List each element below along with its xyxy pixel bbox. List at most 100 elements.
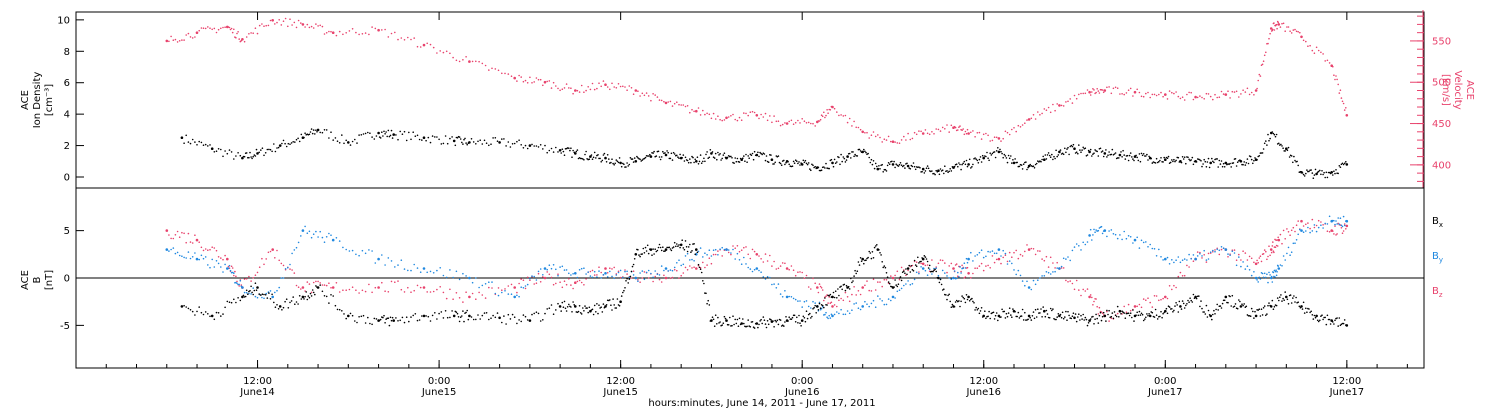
density-point: [870, 158, 873, 161]
bx-point: [558, 305, 562, 308]
bx-point: [472, 318, 475, 321]
density-point: [610, 161, 612, 164]
bx-point: [604, 305, 607, 308]
bx-point: [465, 311, 467, 314]
density-point: [721, 157, 723, 160]
density-point: [687, 161, 690, 164]
density-point: [463, 138, 465, 141]
bz-point: [693, 266, 695, 269]
bz-point: [1300, 219, 1303, 223]
density-point: [264, 152, 267, 154]
velocity-point: [1132, 95, 1134, 97]
velocity-point: [879, 136, 881, 139]
bx-point: [941, 289, 944, 291]
velocity-point: [338, 30, 341, 33]
density-y-label-line: ACE: [20, 90, 31, 110]
bx-point: [1329, 323, 1332, 325]
bz-point: [784, 262, 786, 265]
by-point: [874, 306, 877, 309]
density-point: [233, 158, 235, 160]
density-point: [909, 168, 912, 170]
bx-point: [1004, 317, 1007, 319]
bx-point: [535, 311, 538, 314]
bz-point: [1097, 313, 1100, 315]
velocity-point: [1279, 26, 1282, 28]
bz-point: [1274, 246, 1277, 248]
by-point: [377, 257, 380, 261]
bz-point: [278, 259, 281, 262]
density-point: [367, 131, 369, 134]
by-point: [704, 252, 706, 254]
by-point: [202, 257, 205, 260]
bz-point: [1138, 303, 1141, 306]
density-point: [1111, 148, 1114, 151]
velocity-point: [963, 133, 966, 136]
bz-point: [881, 285, 883, 288]
bx-point: [1093, 323, 1095, 325]
bz-point: [471, 292, 474, 295]
bz-point: [1309, 227, 1311, 230]
bz-point: [328, 282, 330, 285]
bz-point: [1238, 253, 1240, 256]
bz-point: [1173, 284, 1175, 287]
bx-point: [879, 252, 881, 254]
bx-point: [180, 305, 184, 308]
by-point: [563, 269, 566, 271]
density-point: [1337, 172, 1339, 175]
bx-point: [868, 250, 870, 253]
density-point: [896, 164, 899, 167]
bz-point: [258, 266, 261, 269]
by-point: [1151, 247, 1154, 250]
velocity-point: [236, 32, 238, 35]
density-point: [1209, 161, 1212, 165]
velocity-point: [630, 87, 633, 89]
velocity-point: [1060, 104, 1063, 107]
bz-point: [970, 276, 972, 279]
by-point: [209, 266, 211, 269]
density-point: [1061, 152, 1064, 155]
velocity-point: [587, 86, 589, 88]
density-point: [727, 155, 730, 157]
density-point: [247, 156, 249, 159]
bz-point: [165, 229, 169, 232]
density-point: [1324, 176, 1326, 179]
density-point: [1296, 160, 1298, 163]
bz-point: [1269, 254, 1271, 257]
bx-point: [566, 306, 569, 308]
bz-point: [1026, 244, 1028, 246]
density-point: [735, 160, 738, 163]
density-point: [1003, 153, 1006, 156]
velocity-point: [964, 130, 967, 133]
bz-point: [542, 276, 544, 278]
by-point: [1114, 233, 1117, 236]
velocity-point: [1062, 105, 1065, 107]
bz-point: [230, 265, 233, 268]
bz-point: [1098, 306, 1101, 309]
bx-point: [1003, 310, 1006, 313]
bx-point: [204, 311, 207, 313]
by-point: [773, 283, 775, 285]
by-point: [985, 255, 987, 258]
density-point: [1155, 157, 1158, 160]
by-point: [178, 254, 181, 257]
density-point: [385, 131, 387, 133]
velocity-point: [1097, 90, 1100, 92]
bz-point: [805, 274, 808, 277]
by-point: [189, 257, 192, 260]
velocity-point: [325, 32, 328, 34]
bx-point: [909, 271, 912, 273]
by-point: [1240, 265, 1242, 268]
density-point: [799, 164, 801, 166]
bz-point: [170, 237, 172, 240]
density-point: [864, 150, 866, 153]
bx-point: [1154, 308, 1157, 311]
by-point: [1006, 263, 1009, 265]
by-point: [995, 252, 998, 255]
bx-point: [785, 316, 787, 318]
velocity-point: [578, 91, 581, 93]
bz-point: [1218, 253, 1221, 256]
density-point: [806, 163, 809, 166]
density-point: [941, 169, 944, 171]
density-point: [316, 128, 320, 132]
bx-point: [1108, 309, 1110, 312]
